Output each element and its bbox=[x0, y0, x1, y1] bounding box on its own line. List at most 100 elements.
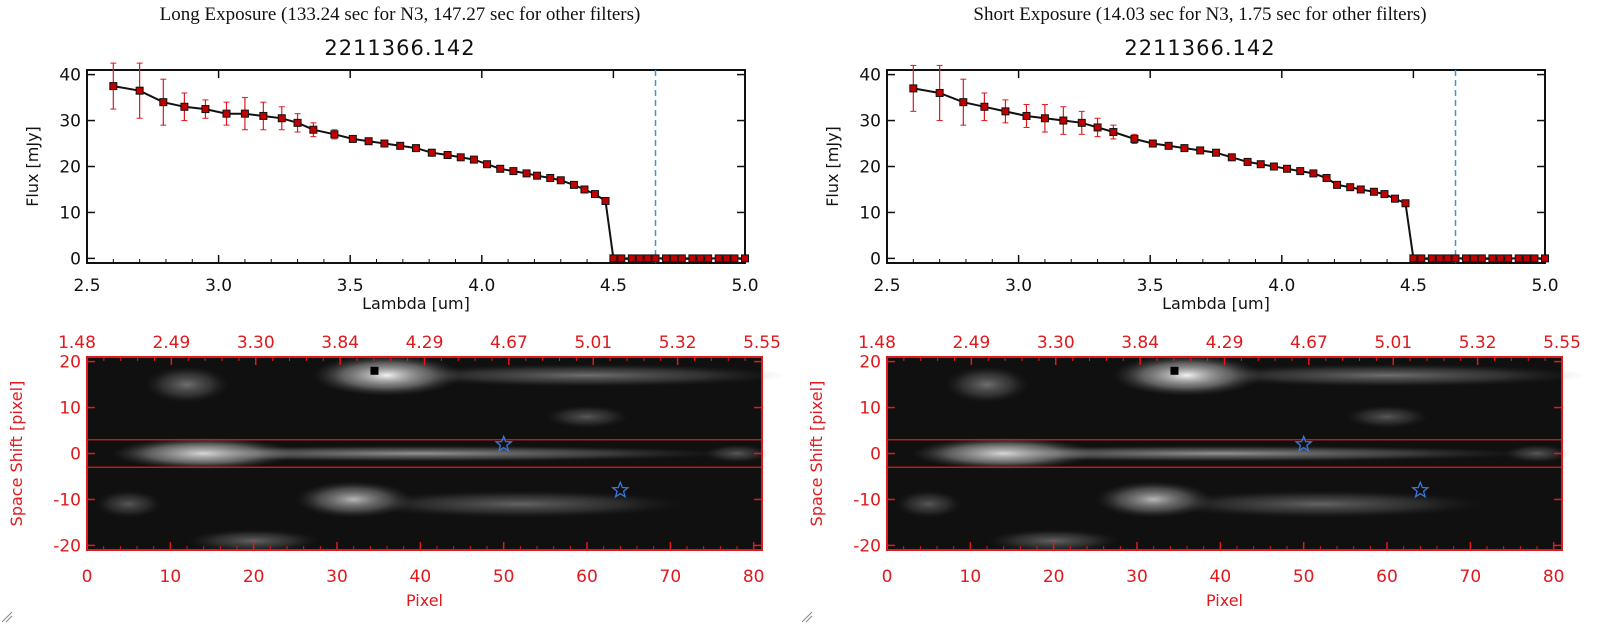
data-point bbox=[669, 254, 678, 263]
y-tick-label: -10 bbox=[853, 490, 881, 510]
x-tick-label: 10 bbox=[160, 567, 182, 587]
y-tick-label: 30 bbox=[859, 112, 881, 132]
top-tick-label: 5.32 bbox=[659, 333, 697, 353]
x-axis-label: Lambda [um] bbox=[362, 294, 470, 313]
long-exposure-panel: Long Exposure (133.24 sec for N3, 147.27… bbox=[0, 4, 787, 623]
data-point bbox=[396, 141, 405, 150]
x-tick-label: 4.5 bbox=[1400, 276, 1427, 296]
data-point bbox=[1180, 144, 1189, 153]
data-point bbox=[222, 109, 231, 118]
data-point bbox=[1496, 254, 1505, 263]
resize-grip-icon[interactable] bbox=[0, 610, 13, 623]
top-tick-label: 3.30 bbox=[237, 333, 275, 353]
x-tick-label: 4.0 bbox=[1268, 276, 1295, 296]
data-point bbox=[617, 254, 626, 263]
y-tick-label: 10 bbox=[859, 399, 881, 419]
data-point bbox=[722, 254, 731, 263]
y-tick-label: 0 bbox=[870, 249, 881, 269]
data-point bbox=[1283, 164, 1292, 173]
top-tick-label: 5.01 bbox=[574, 333, 612, 353]
image-feature bbox=[1187, 363, 1587, 387]
y-axis-label: Space Shift [pixel] bbox=[807, 381, 826, 527]
x-axis-label: Pixel bbox=[1206, 591, 1243, 610]
y-axis-label: Flux [mJy] bbox=[823, 126, 842, 207]
y-tick-label: -20 bbox=[853, 536, 881, 556]
data-point bbox=[1296, 167, 1305, 176]
x-tick-label: 5.0 bbox=[731, 276, 758, 296]
x-tick-label: 30 bbox=[326, 567, 348, 587]
top-tick-label: 4.67 bbox=[490, 333, 528, 353]
data-point bbox=[590, 190, 599, 199]
data-point bbox=[1514, 254, 1523, 263]
resize-grip-icon[interactable] bbox=[800, 610, 813, 623]
data-point bbox=[1212, 148, 1220, 157]
data-point bbox=[1435, 254, 1444, 263]
data-point bbox=[662, 254, 671, 263]
y-tick-label: 20 bbox=[859, 158, 881, 178]
data-point bbox=[556, 176, 565, 185]
image-feature bbox=[145, 366, 229, 403]
top-tick-label: 5.32 bbox=[1459, 333, 1497, 353]
data-point bbox=[704, 254, 713, 263]
data-point bbox=[159, 98, 168, 107]
top-tick-label: 2.49 bbox=[952, 333, 990, 353]
data-point bbox=[483, 160, 492, 169]
image-feature bbox=[703, 444, 771, 463]
x-tick-label: 60 bbox=[1376, 567, 1398, 587]
image-feature bbox=[353, 490, 687, 518]
y-tick-label: 20 bbox=[59, 353, 81, 373]
x-tick-label: 50 bbox=[1293, 567, 1315, 587]
image-feature bbox=[387, 363, 787, 387]
data-point bbox=[1196, 146, 1205, 155]
x-tick-label: 70 bbox=[1460, 567, 1482, 587]
x-tick-label: 4.5 bbox=[600, 276, 627, 296]
y-tick-label: 10 bbox=[59, 399, 81, 419]
x-tick-label: 10 bbox=[960, 567, 982, 587]
data-point bbox=[330, 130, 339, 139]
x-tick-label: 80 bbox=[1543, 567, 1565, 587]
data-point bbox=[180, 102, 189, 111]
data-point bbox=[1390, 194, 1399, 203]
data-point bbox=[1530, 254, 1539, 263]
data-point bbox=[380, 139, 389, 148]
x-tick-label: 2.5 bbox=[873, 276, 900, 296]
image-feature bbox=[103, 445, 737, 462]
star-marker-icon bbox=[610, 480, 630, 499]
short-exposure-panel: Short Exposure (14.03 sec for N3, 1.75 s… bbox=[800, 0, 1600, 630]
data-point bbox=[1164, 141, 1173, 150]
y-axis-label: Space Shift [pixel] bbox=[7, 381, 26, 527]
x-tick-label: 0 bbox=[82, 567, 93, 587]
object-title: 2211366.142 bbox=[324, 36, 476, 60]
data-point bbox=[277, 114, 286, 123]
data-point bbox=[1148, 139, 1157, 148]
source-marker bbox=[1170, 366, 1179, 375]
data-point bbox=[309, 125, 318, 134]
x-tick-label: 4.0 bbox=[468, 276, 495, 296]
top-tick-label: 4.67 bbox=[1290, 333, 1328, 353]
x-tick-label: 70 bbox=[660, 567, 682, 587]
data-point bbox=[427, 148, 436, 157]
data-point bbox=[1356, 185, 1365, 194]
top-tick-label: 5.01 bbox=[1374, 333, 1412, 353]
star-marker-icon bbox=[494, 434, 514, 453]
top-tick-label: 1.48 bbox=[858, 333, 896, 353]
top-tick-label: 2.49 bbox=[152, 333, 190, 353]
top-tick-label: 5.55 bbox=[1543, 333, 1581, 353]
data-point bbox=[1059, 116, 1068, 125]
data-point bbox=[201, 105, 210, 114]
x-tick-label: 60 bbox=[576, 567, 598, 587]
data-point bbox=[688, 254, 697, 263]
x-tick-label: 3.5 bbox=[1137, 276, 1164, 296]
star-marker-icon bbox=[1294, 434, 1314, 453]
data-point bbox=[1401, 199, 1410, 208]
data-point bbox=[533, 171, 542, 180]
data-point bbox=[959, 98, 968, 107]
x-tick-label: 50 bbox=[493, 567, 515, 587]
data-point bbox=[651, 254, 660, 263]
data-point bbox=[1333, 180, 1342, 189]
data-point bbox=[1522, 254, 1531, 263]
data-point bbox=[259, 111, 268, 120]
image-feature bbox=[895, 490, 962, 518]
data-point bbox=[627, 254, 636, 263]
data-point bbox=[1346, 183, 1355, 192]
